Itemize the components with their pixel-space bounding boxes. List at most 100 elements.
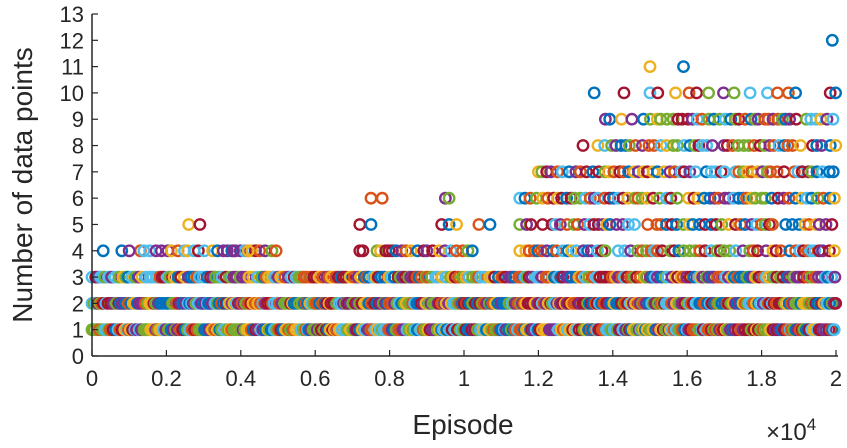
- data-point: [744, 112, 758, 126]
- data-point: [587, 86, 601, 100]
- data-point: [591, 244, 604, 258]
- data-point: [565, 244, 578, 258]
- data-point: [762, 270, 776, 284]
- data-point: [625, 112, 639, 126]
- data-point: [632, 165, 645, 179]
- x-multiplier-exponent: 4: [807, 415, 816, 434]
- data-point: [715, 218, 729, 231]
- data-point: [182, 218, 196, 231]
- data-point: [596, 218, 609, 231]
- data-point: [583, 218, 597, 231]
- data-point: [782, 86, 795, 100]
- data-point: [432, 244, 446, 258]
- data-point: [618, 244, 632, 258]
- y-tick-label: 10: [60, 81, 84, 106]
- data-point: [823, 244, 836, 258]
- data-point: [614, 139, 628, 152]
- data-point: [825, 218, 839, 231]
- x-axis-label: Episode: [412, 409, 513, 440]
- data-point: [763, 139, 777, 152]
- data-point: [690, 112, 704, 126]
- data-point: [431, 270, 445, 284]
- data-point: [242, 270, 256, 284]
- data-point: [551, 165, 564, 179]
- data-point: [693, 218, 707, 231]
- x-tick-label: 0.4: [226, 366, 257, 391]
- data-point: [631, 191, 645, 205]
- data-point: [610, 218, 623, 231]
- data-point: [806, 139, 819, 152]
- data-point: [560, 191, 573, 205]
- data-point: [682, 86, 696, 100]
- data-point: [789, 112, 803, 126]
- data-point: [651, 244, 664, 258]
- data-point: [829, 86, 842, 100]
- data-point: [789, 86, 802, 100]
- data-point: [643, 86, 657, 100]
- data-point: [450, 218, 463, 231]
- data-point: [629, 139, 642, 152]
- data-point: [785, 218, 799, 231]
- data-point: [374, 244, 387, 258]
- data-point: [96, 244, 110, 258]
- data-point: [465, 244, 479, 258]
- data-point: [729, 244, 743, 258]
- data-point: [137, 244, 151, 258]
- data-point: [738, 218, 752, 231]
- data-point: [654, 112, 667, 126]
- y-tick-label: 11: [61, 55, 84, 80]
- data-point: [616, 218, 630, 231]
- data-point: [555, 165, 569, 179]
- data-point: [143, 244, 157, 258]
- y-tick-label: 5: [72, 212, 84, 237]
- data-point: [813, 218, 826, 231]
- data-point: [683, 139, 697, 152]
- data-point: [627, 165, 641, 179]
- data-point: [732, 165, 746, 179]
- data-point: [603, 218, 617, 231]
- data-point: [805, 191, 818, 205]
- data-point: [677, 60, 690, 73]
- data-point: [474, 270, 488, 284]
- data-point: [583, 191, 597, 205]
- data-point: [622, 218, 635, 231]
- data-point: [571, 218, 585, 231]
- data-point: [810, 139, 824, 152]
- data-point: [743, 86, 757, 100]
- data-point: [115, 244, 129, 258]
- data-point: [786, 139, 799, 152]
- x-ticks: 0 0.2 0.4 0.6 0.8 1 1.2 1.4 1.6 1.8 2: [86, 350, 842, 391]
- data-point: [435, 218, 449, 231]
- data-point: [686, 218, 700, 231]
- data-point: [426, 244, 439, 258]
- data-point: [664, 191, 678, 205]
- x-tick-label: 0.6: [300, 366, 331, 391]
- data-point: [717, 244, 731, 258]
- data-point: [220, 244, 234, 258]
- x-tick-label: 2: [830, 366, 842, 391]
- data-point: [548, 218, 562, 231]
- data-point: [122, 244, 136, 258]
- data-point: [651, 165, 664, 179]
- data-point: [591, 218, 605, 231]
- data-point: [522, 244, 536, 258]
- data-point: [149, 244, 163, 258]
- data-point: [356, 244, 370, 258]
- data-point: [556, 270, 570, 284]
- data-point: [623, 139, 636, 152]
- data-point: [215, 270, 229, 284]
- data-point: [615, 112, 628, 126]
- data-point: [598, 244, 612, 258]
- data-point: [671, 139, 684, 152]
- data-point: [269, 244, 283, 258]
- x-multiplier-base: ×10: [766, 419, 807, 446]
- data-point: [520, 218, 533, 231]
- data-point: [769, 244, 783, 258]
- data-point: [553, 218, 567, 231]
- data-point: [404, 244, 418, 258]
- data-point: [616, 191, 630, 205]
- data-point: [700, 139, 714, 152]
- data-point: [703, 191, 717, 205]
- data-point: [631, 244, 645, 258]
- data-point: [782, 191, 796, 205]
